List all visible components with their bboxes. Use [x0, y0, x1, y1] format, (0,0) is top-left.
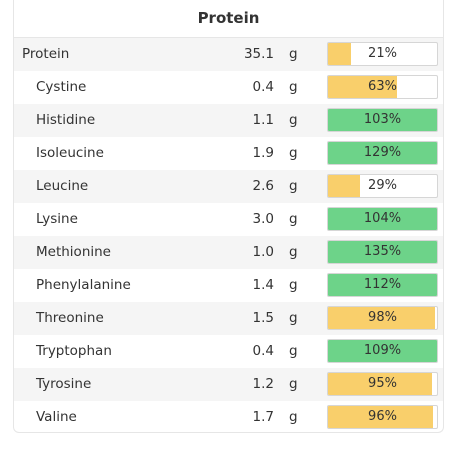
nutrient-unit: g	[289, 310, 298, 326]
daily-value-bar: 96%	[327, 405, 438, 429]
nutrient-amount: 3.0	[252, 211, 274, 227]
daily-value-bar: 109%	[327, 339, 438, 363]
nutrient-name: Leucine	[36, 178, 89, 194]
daily-value-bar: 95%	[327, 372, 438, 396]
nutrient-row: Protein 35.1 g 21%	[14, 38, 443, 71]
nutrient-row: Cystine 0.4 g 63%	[14, 71, 443, 104]
nutrient-amount: 1.7	[252, 409, 274, 425]
daily-value-percent: 103%	[363, 112, 402, 127]
nutrient-unit: g	[289, 178, 298, 194]
nutrient-row: Threonine 1.5 g 98%	[14, 302, 443, 335]
nutrient-amount: 0.4	[252, 343, 274, 359]
daily-value-fill	[328, 142, 437, 164]
daily-value-percent: 104%	[363, 211, 402, 226]
section-title: Protein	[14, 0, 443, 38]
daily-value-fill	[328, 175, 360, 197]
daily-value-percent: 95%	[368, 376, 397, 391]
nutrient-name: Lysine	[36, 211, 78, 227]
nutrient-name: Isoleucine	[36, 145, 104, 161]
nutrient-amount: 35.1	[243, 46, 274, 62]
nutrient-name: Phenylalanine	[36, 277, 131, 293]
daily-value-fill	[328, 340, 437, 362]
nutrient-unit: g	[289, 343, 298, 359]
daily-value-bar: 112%	[327, 273, 438, 297]
daily-value-bar: 104%	[327, 207, 438, 231]
daily-value-fill	[328, 43, 351, 65]
nutrient-unit: g	[289, 409, 298, 425]
nutrient-name: Tryptophan	[36, 343, 112, 359]
daily-value-fill	[328, 406, 433, 428]
nutrient-unit: g	[289, 244, 298, 260]
daily-value-percent: 63%	[368, 79, 397, 94]
nutrient-row: Lysine 3.0 g 104%	[14, 203, 443, 236]
daily-value-bar: 29%	[327, 174, 438, 198]
nutrient-amount: 2.6	[252, 178, 274, 194]
nutrient-row: Leucine 2.6 g 29%	[14, 170, 443, 203]
daily-value-percent: 96%	[368, 409, 397, 424]
nutrient-amount: 1.0	[252, 244, 274, 260]
nutrient-name: Cystine	[36, 79, 87, 95]
daily-value-bar: 98%	[327, 306, 438, 330]
daily-value-fill	[328, 307, 435, 329]
nutrient-row: Isoleucine 1.9 g 129%	[14, 137, 443, 170]
nutrient-name: Methionine	[36, 244, 111, 260]
daily-value-bar: 135%	[327, 240, 438, 264]
nutrient-list: Protein 35.1 g 21% Cystine 0.4 g 63% Histidine 1.…	[14, 38, 443, 432]
nutrient-amount: 1.1	[252, 112, 274, 128]
nutrient-row: Valine 1.7 g 96%	[14, 401, 443, 432]
nutrient-amount: 1.9	[252, 145, 274, 161]
daily-value-percent: 109%	[363, 343, 402, 358]
daily-value-percent: 135%	[363, 244, 402, 259]
daily-value-fill	[328, 208, 437, 230]
daily-value-fill	[328, 241, 437, 263]
nutrient-name: Threonine	[36, 310, 104, 326]
daily-value-bar: 21%	[327, 42, 438, 66]
daily-value-fill	[328, 373, 432, 395]
daily-value-percent: 98%	[368, 310, 397, 325]
daily-value-bar: 103%	[327, 108, 438, 132]
nutrient-unit: g	[289, 277, 298, 293]
nutrient-unit: g	[289, 46, 298, 62]
daily-value-percent: 129%	[363, 145, 402, 160]
nutrient-amount: 1.4	[252, 277, 274, 293]
daily-value-fill	[328, 274, 437, 296]
daily-value-fill	[328, 109, 437, 131]
daily-value-percent: 112%	[363, 277, 402, 292]
nutrient-amount: 1.2	[252, 376, 274, 392]
daily-value-bar: 63%	[327, 75, 438, 99]
nutrient-name: Protein	[22, 46, 70, 62]
nutrient-row: Phenylalanine 1.4 g 112%	[14, 269, 443, 302]
daily-value-percent: 21%	[368, 46, 397, 61]
daily-value-percent: 29%	[368, 178, 397, 193]
nutrient-name: Tyrosine	[36, 376, 92, 392]
protein-panel: Protein Protein 35.1 g 21% Cystine 0.4 g 63% His…	[13, 0, 444, 433]
nutrient-unit: g	[289, 79, 298, 95]
nutrient-unit: g	[289, 211, 298, 227]
nutrient-unit: g	[289, 112, 298, 128]
nutrient-unit: g	[289, 145, 298, 161]
nutrient-unit: g	[289, 376, 298, 392]
nutrient-row: Methionine 1.0 g 135%	[14, 236, 443, 269]
nutrient-name: Valine	[36, 409, 77, 425]
nutrient-row: Tryptophan 0.4 g 109%	[14, 335, 443, 368]
daily-value-bar: 129%	[327, 141, 438, 165]
nutrient-amount: 1.5	[252, 310, 274, 326]
nutrient-row: Tyrosine 1.2 g 95%	[14, 368, 443, 401]
nutrient-name: Histidine	[36, 112, 96, 128]
nutrient-row: Histidine 1.1 g 103%	[14, 104, 443, 137]
nutrient-amount: 0.4	[252, 79, 274, 95]
daily-value-fill	[328, 76, 397, 98]
